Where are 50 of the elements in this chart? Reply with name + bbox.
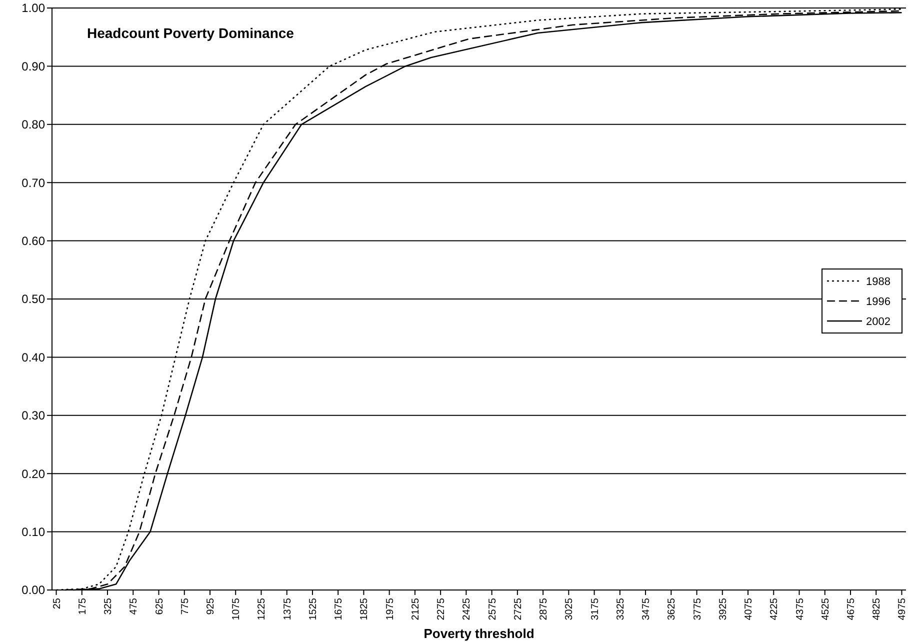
x-tick-label: 1375	[282, 598, 294, 620]
x-tick-label: 3025	[564, 598, 576, 620]
x-tick-label: 4375	[794, 598, 806, 620]
x-tick-label: 775	[180, 598, 191, 615]
y-tick-label: 0.00	[22, 583, 46, 598]
x-tick-label: 3625	[666, 598, 678, 620]
x-tick-label: 4225	[769, 598, 780, 620]
y-tick-label: 0.90	[22, 59, 46, 74]
x-tick-label: 1075	[231, 598, 242, 620]
x-tick-label: 4825	[872, 598, 883, 620]
x-tick-label: 625	[154, 598, 166, 615]
y-tick-label: 0.10	[22, 525, 46, 539]
x-axis-title: Poverty threshold	[424, 626, 534, 641]
y-tick-label: 0.50	[22, 292, 46, 306]
x-tick-label: 4525	[820, 598, 832, 620]
text: Headcount Poverty Dominance	[87, 25, 294, 41]
x-tick-label: 4675	[846, 598, 857, 620]
x-tick-label: 475	[128, 598, 140, 615]
x-tick-label: 3325	[615, 598, 626, 620]
x-tick-label: 1675	[334, 598, 345, 620]
y-tick-label: 0.40	[22, 350, 46, 364]
x-tick-label: 1975	[384, 598, 396, 620]
x-tick-label: 1225	[256, 598, 268, 620]
x-tick-label: 2575	[487, 598, 498, 620]
x-tick-label: 175	[77, 598, 88, 615]
y-tick-label: 0.30	[22, 408, 46, 423]
x-tick-label: 925	[205, 598, 216, 615]
x-tick-label: 25	[52, 598, 63, 610]
x-tick-label: 3925	[718, 598, 729, 620]
x-tick-label: 4975	[897, 598, 908, 620]
x-tick-label: 3175	[590, 598, 601, 620]
y-tick-label: 0.60	[22, 234, 46, 248]
x-tick-label: 3775	[692, 598, 704, 620]
x-tick-label: 325	[103, 598, 114, 615]
y-tick-label: 1.00	[22, 1, 46, 16]
x-tick-label: 2875	[538, 598, 550, 620]
x-tick-label: 2425	[462, 598, 473, 620]
x-tick-label: 2725	[512, 598, 524, 620]
x-tick-label: 2275	[436, 598, 448, 620]
legend-label: 1996	[866, 296, 890, 308]
y-tick-label: 0.20	[22, 466, 46, 481]
x-tick-label: 4075	[744, 598, 755, 620]
x-tick-label: 2125	[410, 598, 422, 620]
y-tick-label: 0.80	[22, 118, 46, 132]
y-tick-label: 0.70	[22, 176, 46, 190]
x-tick-label: 1825	[359, 598, 370, 620]
x-tick-label: 3475	[641, 598, 652, 620]
legend-label: 1988	[866, 276, 890, 288]
legend-label: 2002	[866, 316, 890, 328]
x-tick-label: 1525	[308, 598, 319, 620]
